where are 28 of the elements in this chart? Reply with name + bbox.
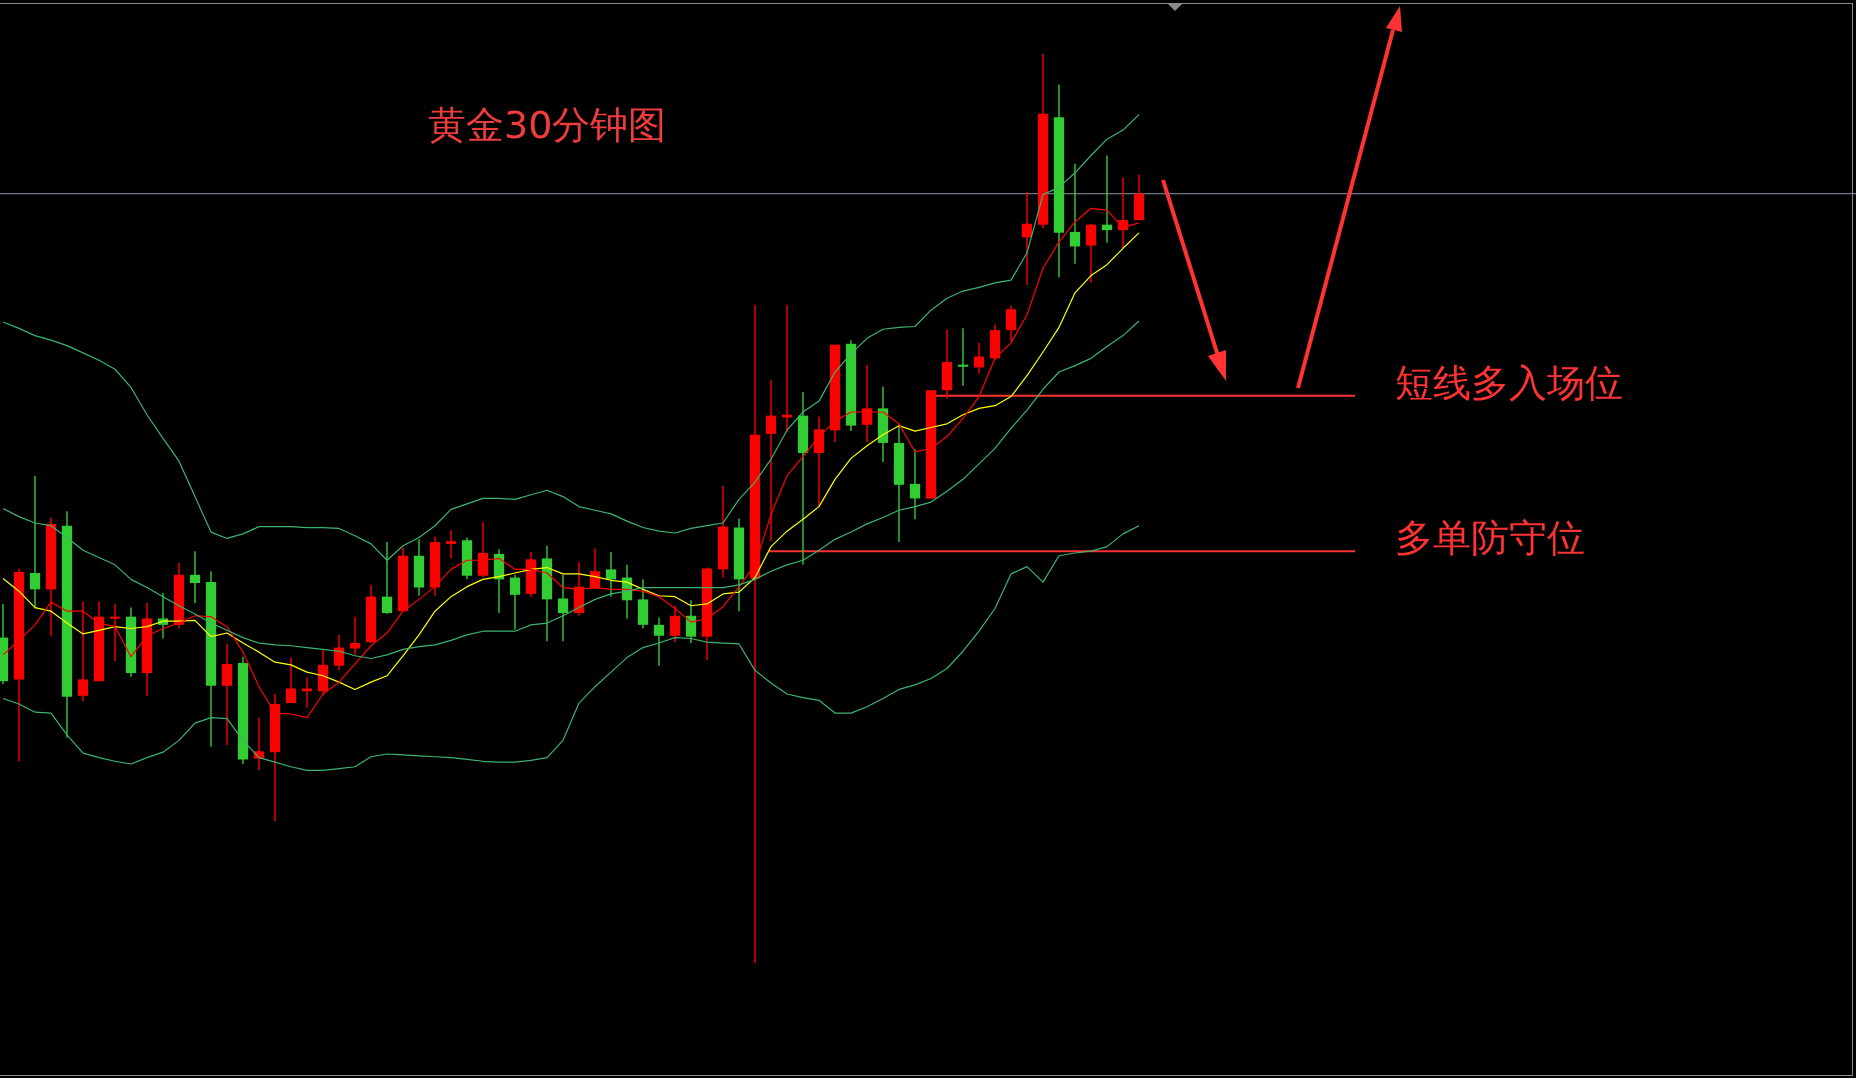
candlestick <box>957 327 969 387</box>
candlestick <box>109 603 121 662</box>
text: 黄金30分钟图 <box>428 102 667 149</box>
candlestick <box>221 643 233 746</box>
candlestick <box>1085 223 1097 284</box>
candlestick <box>765 379 777 542</box>
candlestick <box>557 574 569 642</box>
ref-line-label: 短线多入场位 <box>1395 360 1623 405</box>
candlestick <box>477 521 489 579</box>
candlestick <box>909 448 921 521</box>
candlestick <box>509 574 521 631</box>
candlestick <box>29 474 41 610</box>
candlestick <box>1021 191 1033 286</box>
candlestick <box>1069 163 1081 265</box>
candlestick <box>157 592 169 640</box>
candlestick <box>189 550 201 604</box>
candlestick <box>381 541 393 615</box>
ref-line-label: 多单防守位 <box>1395 516 1585 561</box>
candlestick <box>445 529 457 560</box>
candlestick <box>813 415 825 508</box>
candlestick <box>1005 304 1017 342</box>
candlestick <box>77 600 89 702</box>
candlestick <box>605 551 617 598</box>
candlestick <box>653 616 665 667</box>
candlestick <box>669 605 681 643</box>
candlestick <box>333 634 345 672</box>
candlestick <box>685 599 697 644</box>
candlestick <box>285 656 297 704</box>
